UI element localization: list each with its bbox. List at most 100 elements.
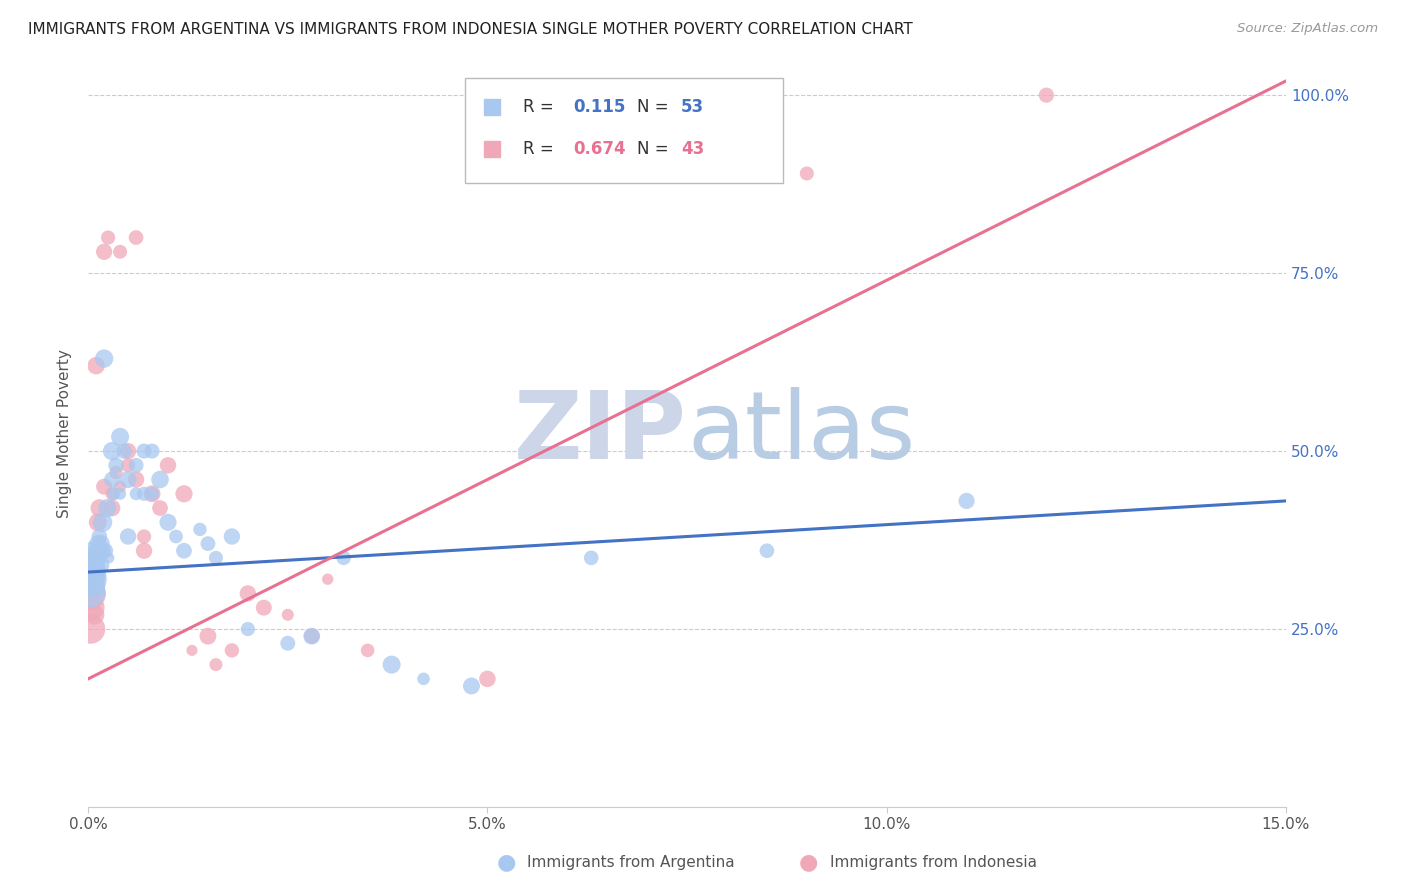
Point <box>156 458 179 473</box>
Point <box>125 230 148 244</box>
Text: atlas: atlas <box>688 387 915 479</box>
Point <box>79 572 101 586</box>
Point <box>94 543 117 558</box>
Text: Immigrants from Argentina: Immigrants from Argentina <box>527 855 735 870</box>
Point <box>173 543 195 558</box>
Point <box>181 643 204 657</box>
Point <box>108 487 131 501</box>
Point <box>97 230 120 244</box>
Point <box>83 543 105 558</box>
Point <box>253 600 276 615</box>
Point <box>90 536 112 550</box>
Point <box>101 487 124 501</box>
Point <box>82 550 104 565</box>
Point <box>90 543 112 558</box>
Text: 53: 53 <box>681 98 704 116</box>
Point <box>188 522 211 536</box>
Point <box>93 480 115 494</box>
Text: 0.115: 0.115 <box>574 98 626 116</box>
Text: ●: ● <box>799 853 818 872</box>
Point <box>87 515 110 529</box>
Point <box>460 679 482 693</box>
Point <box>83 607 105 622</box>
Point <box>117 444 139 458</box>
Point <box>90 543 112 558</box>
Text: 0.674: 0.674 <box>574 140 626 158</box>
Point <box>205 550 228 565</box>
Point <box>97 550 120 565</box>
Text: Source: ZipAtlas.com: Source: ZipAtlas.com <box>1237 22 1378 36</box>
Point <box>955 494 977 508</box>
Point <box>477 672 499 686</box>
Point <box>316 572 339 586</box>
Point <box>87 536 110 550</box>
Point <box>89 558 111 572</box>
Point <box>93 351 115 366</box>
Point <box>117 458 139 473</box>
Point <box>156 515 179 529</box>
Point <box>1035 88 1057 103</box>
Point <box>236 622 259 636</box>
Point <box>84 359 107 373</box>
Point <box>117 473 139 487</box>
Text: 43: 43 <box>681 140 704 158</box>
Point <box>132 444 155 458</box>
Point <box>79 565 101 579</box>
Point <box>84 550 107 565</box>
Point <box>221 529 243 543</box>
Point <box>89 529 111 543</box>
Point <box>125 473 148 487</box>
Point <box>82 558 104 572</box>
Point <box>141 444 163 458</box>
Text: N =: N = <box>637 140 673 158</box>
Point <box>101 444 124 458</box>
Point <box>108 480 131 494</box>
Point <box>141 487 163 501</box>
Point <box>796 166 818 180</box>
Text: ZIP: ZIP <box>515 387 688 479</box>
Point <box>125 487 148 501</box>
Point <box>141 487 163 501</box>
Point <box>84 550 107 565</box>
Point <box>80 586 103 600</box>
Point <box>755 543 778 558</box>
Point <box>101 501 124 516</box>
Point <box>236 586 259 600</box>
Point <box>165 529 187 543</box>
Point <box>149 501 172 516</box>
Point <box>83 579 105 593</box>
Point <box>83 565 105 579</box>
Point <box>84 579 107 593</box>
Point <box>112 444 135 458</box>
Point <box>332 550 354 565</box>
Point <box>79 586 101 600</box>
Point <box>205 657 228 672</box>
Point <box>132 487 155 501</box>
Point <box>132 543 155 558</box>
Point <box>96 501 118 516</box>
Point <box>149 473 172 487</box>
Point <box>221 643 243 657</box>
Point <box>197 536 219 550</box>
Point <box>117 529 139 543</box>
Point <box>93 244 115 259</box>
Point <box>356 643 378 657</box>
Point <box>103 487 125 501</box>
Point <box>125 458 148 473</box>
Point <box>105 466 128 480</box>
Point <box>132 529 155 543</box>
Point <box>381 657 404 672</box>
Point <box>105 458 128 473</box>
Text: ●: ● <box>496 853 516 872</box>
Point <box>91 515 114 529</box>
Point <box>79 622 101 636</box>
Point <box>581 550 603 565</box>
Point <box>80 572 103 586</box>
Point <box>301 629 323 643</box>
Point <box>87 543 110 558</box>
Point <box>108 430 131 444</box>
Y-axis label: Single Mother Poverty: Single Mother Poverty <box>58 349 72 517</box>
Text: Immigrants from Indonesia: Immigrants from Indonesia <box>830 855 1036 870</box>
Point <box>82 600 104 615</box>
Point <box>82 565 104 579</box>
